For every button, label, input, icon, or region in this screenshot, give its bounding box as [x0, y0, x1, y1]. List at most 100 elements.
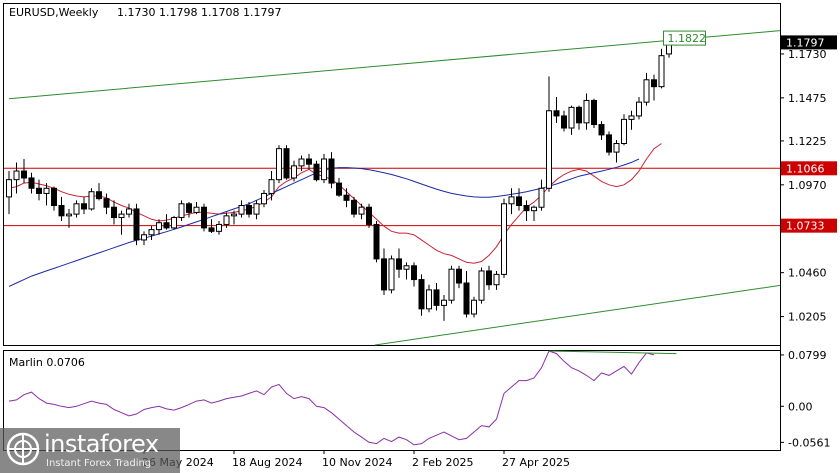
- candle-body-down: [553, 110, 560, 117]
- candle-body-up: [501, 203, 507, 275]
- candle-body-up: [73, 203, 80, 215]
- candle-body-down: [21, 170, 27, 179]
- candle-32: [246, 202, 252, 218]
- candle-body-up: [238, 205, 245, 215]
- candle-7: [58, 196, 65, 221]
- candle-body-down: [336, 182, 342, 196]
- candle-body-up: [6, 179, 12, 198]
- candle-body-up: [636, 101, 642, 117]
- candle-0: [6, 171, 12, 215]
- candle-body-down: [246, 205, 252, 215]
- candle-19: [148, 226, 155, 240]
- divergence-line: [548, 350, 677, 355]
- candle-body-down: [463, 282, 470, 315]
- candle-body-down: [373, 223, 380, 260]
- candle-42: [321, 153, 327, 184]
- candle-body-down: [111, 206, 117, 219]
- channel-top-box: [663, 30, 706, 46]
- candle-body-down: [163, 222, 170, 229]
- candle-82: [621, 114, 627, 146]
- candle-body-up: [628, 115, 635, 120]
- candle-78: [591, 98, 597, 128]
- moving-average-red-line: [8, 143, 662, 264]
- candle-body-up: [216, 223, 222, 232]
- candle-1: [13, 162, 20, 194]
- candle-87: [658, 48, 665, 89]
- candle-16: [126, 203, 132, 218]
- candle-10: [81, 196, 87, 215]
- candle-body-down: [28, 177, 35, 189]
- candle-76: [576, 105, 582, 130]
- candle-53: [403, 262, 410, 280]
- candle-68: [516, 188, 522, 211]
- candle-62: [471, 296, 477, 318]
- candle-body-down: [201, 206, 207, 229]
- candle-body-down: [418, 279, 425, 310]
- candle-41: [313, 160, 320, 182]
- candle-6: [51, 186, 57, 211]
- candle-body-down: [36, 187, 42, 194]
- candle-body-up: [478, 270, 485, 301]
- candle-14: [111, 200, 117, 225]
- candle-body-down: [433, 289, 440, 306]
- candle-body-down: [381, 258, 387, 291]
- candle-51: [388, 255, 395, 294]
- candle-body-down: [283, 148, 290, 179]
- candle-body-down: [306, 158, 312, 165]
- candle-8: [66, 208, 72, 228]
- candle-body-up: [388, 258, 395, 291]
- candle-47: [358, 203, 365, 220]
- candle-body-up: [88, 191, 95, 210]
- channel-lines: [8, 30, 781, 346]
- candle-body-up: [471, 299, 477, 315]
- candle-body-up: [231, 213, 237, 217]
- candle-body-up: [223, 215, 230, 225]
- candle-body-down: [186, 203, 192, 213]
- candle-60: [456, 265, 462, 289]
- y-tick-label-1: 1.1475: [788, 92, 827, 105]
- candle-54: [411, 262, 417, 287]
- indicator-label: Marlin 0.0706: [9, 356, 85, 369]
- candle-49: [373, 221, 380, 263]
- candle-body-down: [576, 106, 582, 124]
- candle-9: [73, 200, 80, 218]
- candle-body-down: [343, 194, 350, 201]
- candle-body-up: [403, 265, 410, 270]
- candle-body-up: [426, 289, 432, 310]
- x-tick-label-1: 18 Aug 2024: [232, 456, 302, 469]
- candle-body-up: [253, 203, 260, 215]
- candle-69: [523, 200, 530, 221]
- candle-75: [568, 105, 575, 135]
- candle-46: [351, 196, 357, 218]
- candle-70: [531, 205, 537, 221]
- candle-body-down: [523, 205, 530, 212]
- candle-body-up: [531, 206, 537, 212]
- candle-86: [651, 74, 657, 101]
- candle-body-up: [118, 213, 125, 219]
- lower_level-box: [781, 218, 837, 233]
- candle-26: [201, 203, 207, 232]
- candle-body-up: [568, 106, 575, 129]
- candle-44: [336, 177, 342, 197]
- candle-27: [208, 219, 215, 234]
- candle-body-down: [351, 199, 357, 215]
- candle-11: [88, 188, 95, 211]
- candle-59: [448, 265, 455, 304]
- ohlc-values: 1.1730 1.1798 1.1708 1.1797: [117, 6, 282, 19]
- candle-body-up: [508, 196, 515, 205]
- candle-body-up: [268, 179, 275, 194]
- candle-body-down: [456, 268, 462, 284]
- candle-23: [178, 200, 185, 221]
- candle-77: [583, 93, 590, 130]
- horizontal-levels: [4, 167, 780, 227]
- candle-73: [553, 97, 560, 123]
- current-price-label: 1.1797: [786, 36, 825, 49]
- candle-52: [396, 248, 402, 278]
- candle-43: [328, 152, 335, 189]
- candle-body-down: [133, 208, 140, 241]
- candle-body-up: [276, 148, 282, 181]
- candle-29: [223, 212, 230, 228]
- candle-body-up: [613, 143, 620, 153]
